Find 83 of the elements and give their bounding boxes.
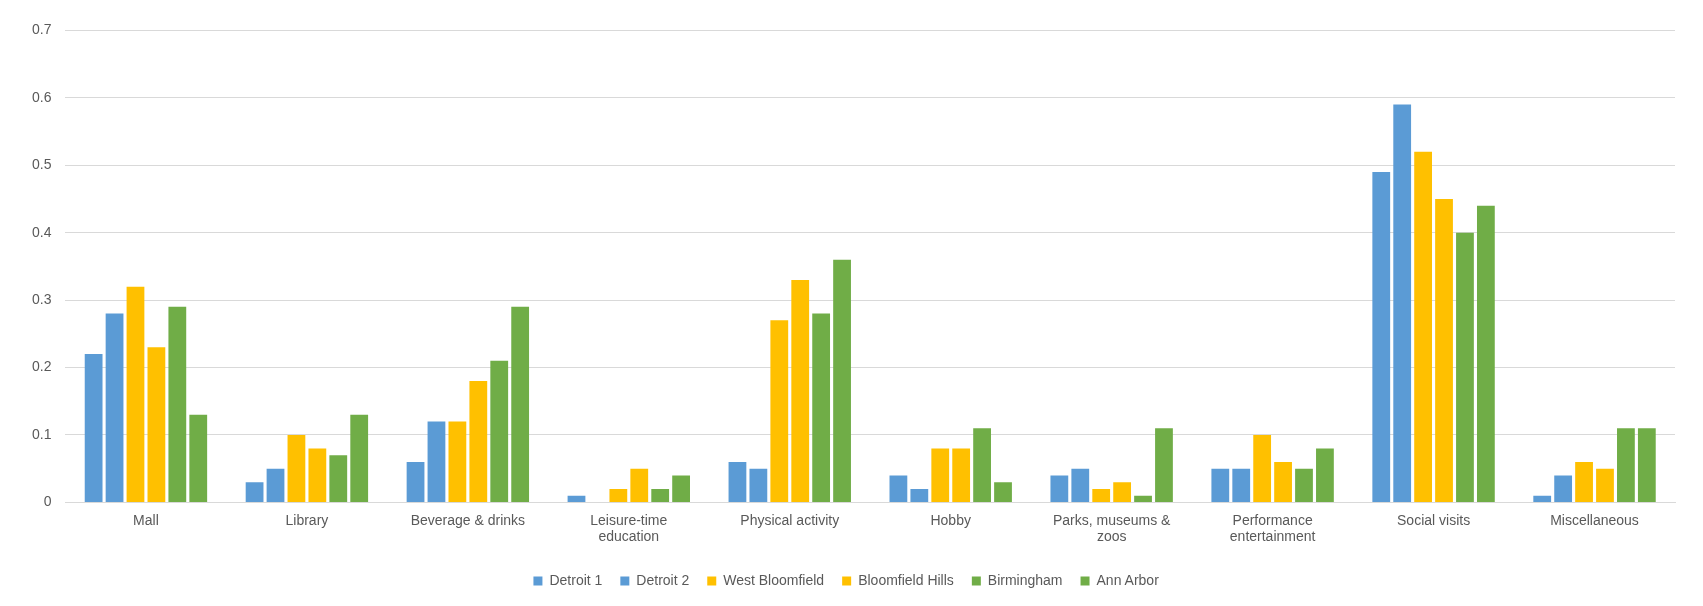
bar bbox=[84, 354, 103, 502]
x-tick-label: Social visits bbox=[1397, 511, 1471, 528]
bar bbox=[1295, 468, 1313, 502]
y-tick-label: 0.7 bbox=[31, 21, 52, 38]
legend-label: Ann Arbor bbox=[1096, 571, 1160, 588]
y-tick-label: 0.6 bbox=[31, 88, 52, 105]
bar bbox=[1554, 475, 1573, 502]
bar bbox=[1372, 172, 1391, 502]
bar bbox=[630, 468, 649, 502]
bar bbox=[1050, 475, 1069, 502]
bar bbox=[791, 279, 810, 502]
bar bbox=[1456, 232, 1474, 502]
x-tick-label: Mall bbox=[133, 511, 159, 528]
bar bbox=[728, 461, 747, 502]
bar bbox=[1155, 428, 1173, 502]
bar bbox=[1414, 151, 1432, 502]
bar bbox=[189, 414, 208, 502]
y-tick-label: 0.3 bbox=[31, 290, 52, 307]
bar bbox=[567, 495, 586, 502]
bar bbox=[952, 448, 971, 502]
bar bbox=[266, 468, 285, 502]
bar bbox=[833, 259, 851, 502]
bar bbox=[749, 468, 768, 502]
bar bbox=[770, 320, 789, 502]
x-tick-label: Beverage & drinks bbox=[410, 511, 526, 528]
bar bbox=[469, 381, 488, 502]
bar bbox=[910, 488, 929, 502]
bar bbox=[126, 286, 145, 502]
y-tick-label: 0.2 bbox=[31, 358, 52, 375]
bar bbox=[105, 313, 124, 502]
bar bbox=[1071, 468, 1090, 502]
bar bbox=[329, 455, 348, 502]
bar bbox=[490, 360, 509, 502]
bar bbox=[1274, 461, 1292, 502]
x-tick-label: Miscellaneous bbox=[1550, 511, 1639, 528]
bar bbox=[1575, 461, 1593, 502]
bar bbox=[308, 448, 327, 502]
x-tick-label: Parks, museums & zoos bbox=[1052, 511, 1172, 545]
y-tick-label: 0 bbox=[43, 493, 52, 510]
bar bbox=[1596, 468, 1614, 502]
x-tick-label: Hobby bbox=[930, 511, 971, 528]
legend-label: Bloomfield Hills bbox=[858, 571, 954, 588]
legend-label: Detroit 2 bbox=[636, 571, 690, 588]
bar bbox=[994, 482, 1012, 502]
y-tick-label: 0.1 bbox=[31, 425, 52, 442]
bar bbox=[350, 414, 369, 502]
legend-label: Birmingham bbox=[987, 571, 1063, 588]
bar bbox=[1232, 468, 1251, 502]
bar bbox=[651, 488, 670, 502]
y-tick-label: 0.4 bbox=[31, 223, 52, 240]
bar bbox=[287, 434, 306, 502]
bar bbox=[1617, 428, 1635, 502]
bar bbox=[1113, 482, 1132, 502]
x-tick-label: Performance entertainment bbox=[1229, 511, 1316, 545]
x-tick-label: Physical activity bbox=[740, 511, 840, 528]
bar bbox=[931, 448, 950, 502]
legend-label: West Bloomfield bbox=[723, 571, 825, 588]
bar bbox=[973, 428, 991, 502]
bar bbox=[147, 347, 166, 502]
bar bbox=[1253, 434, 1272, 502]
bar bbox=[672, 475, 690, 502]
bar bbox=[245, 482, 264, 502]
bar bbox=[812, 313, 831, 502]
bar bbox=[1533, 495, 1552, 502]
bar bbox=[427, 421, 446, 502]
bar bbox=[1393, 104, 1412, 502]
y-tick-label: 0.5 bbox=[31, 156, 52, 173]
bar bbox=[1134, 495, 1152, 502]
bar bbox=[511, 306, 530, 502]
bar bbox=[406, 461, 425, 502]
bar bbox=[1211, 468, 1230, 502]
bar bbox=[889, 475, 908, 502]
bar bbox=[1435, 198, 1453, 502]
x-tick-label: Library bbox=[285, 511, 329, 528]
bar bbox=[1316, 448, 1334, 502]
bar bbox=[1637, 428, 1656, 502]
bar bbox=[168, 306, 187, 502]
x-tick-label: Leisure-time education bbox=[590, 511, 668, 545]
bar bbox=[1476, 205, 1495, 502]
bar bbox=[1092, 488, 1111, 502]
bar bbox=[448, 421, 467, 502]
legend-label: Detroit 1 bbox=[549, 571, 603, 588]
bar bbox=[609, 488, 628, 502]
